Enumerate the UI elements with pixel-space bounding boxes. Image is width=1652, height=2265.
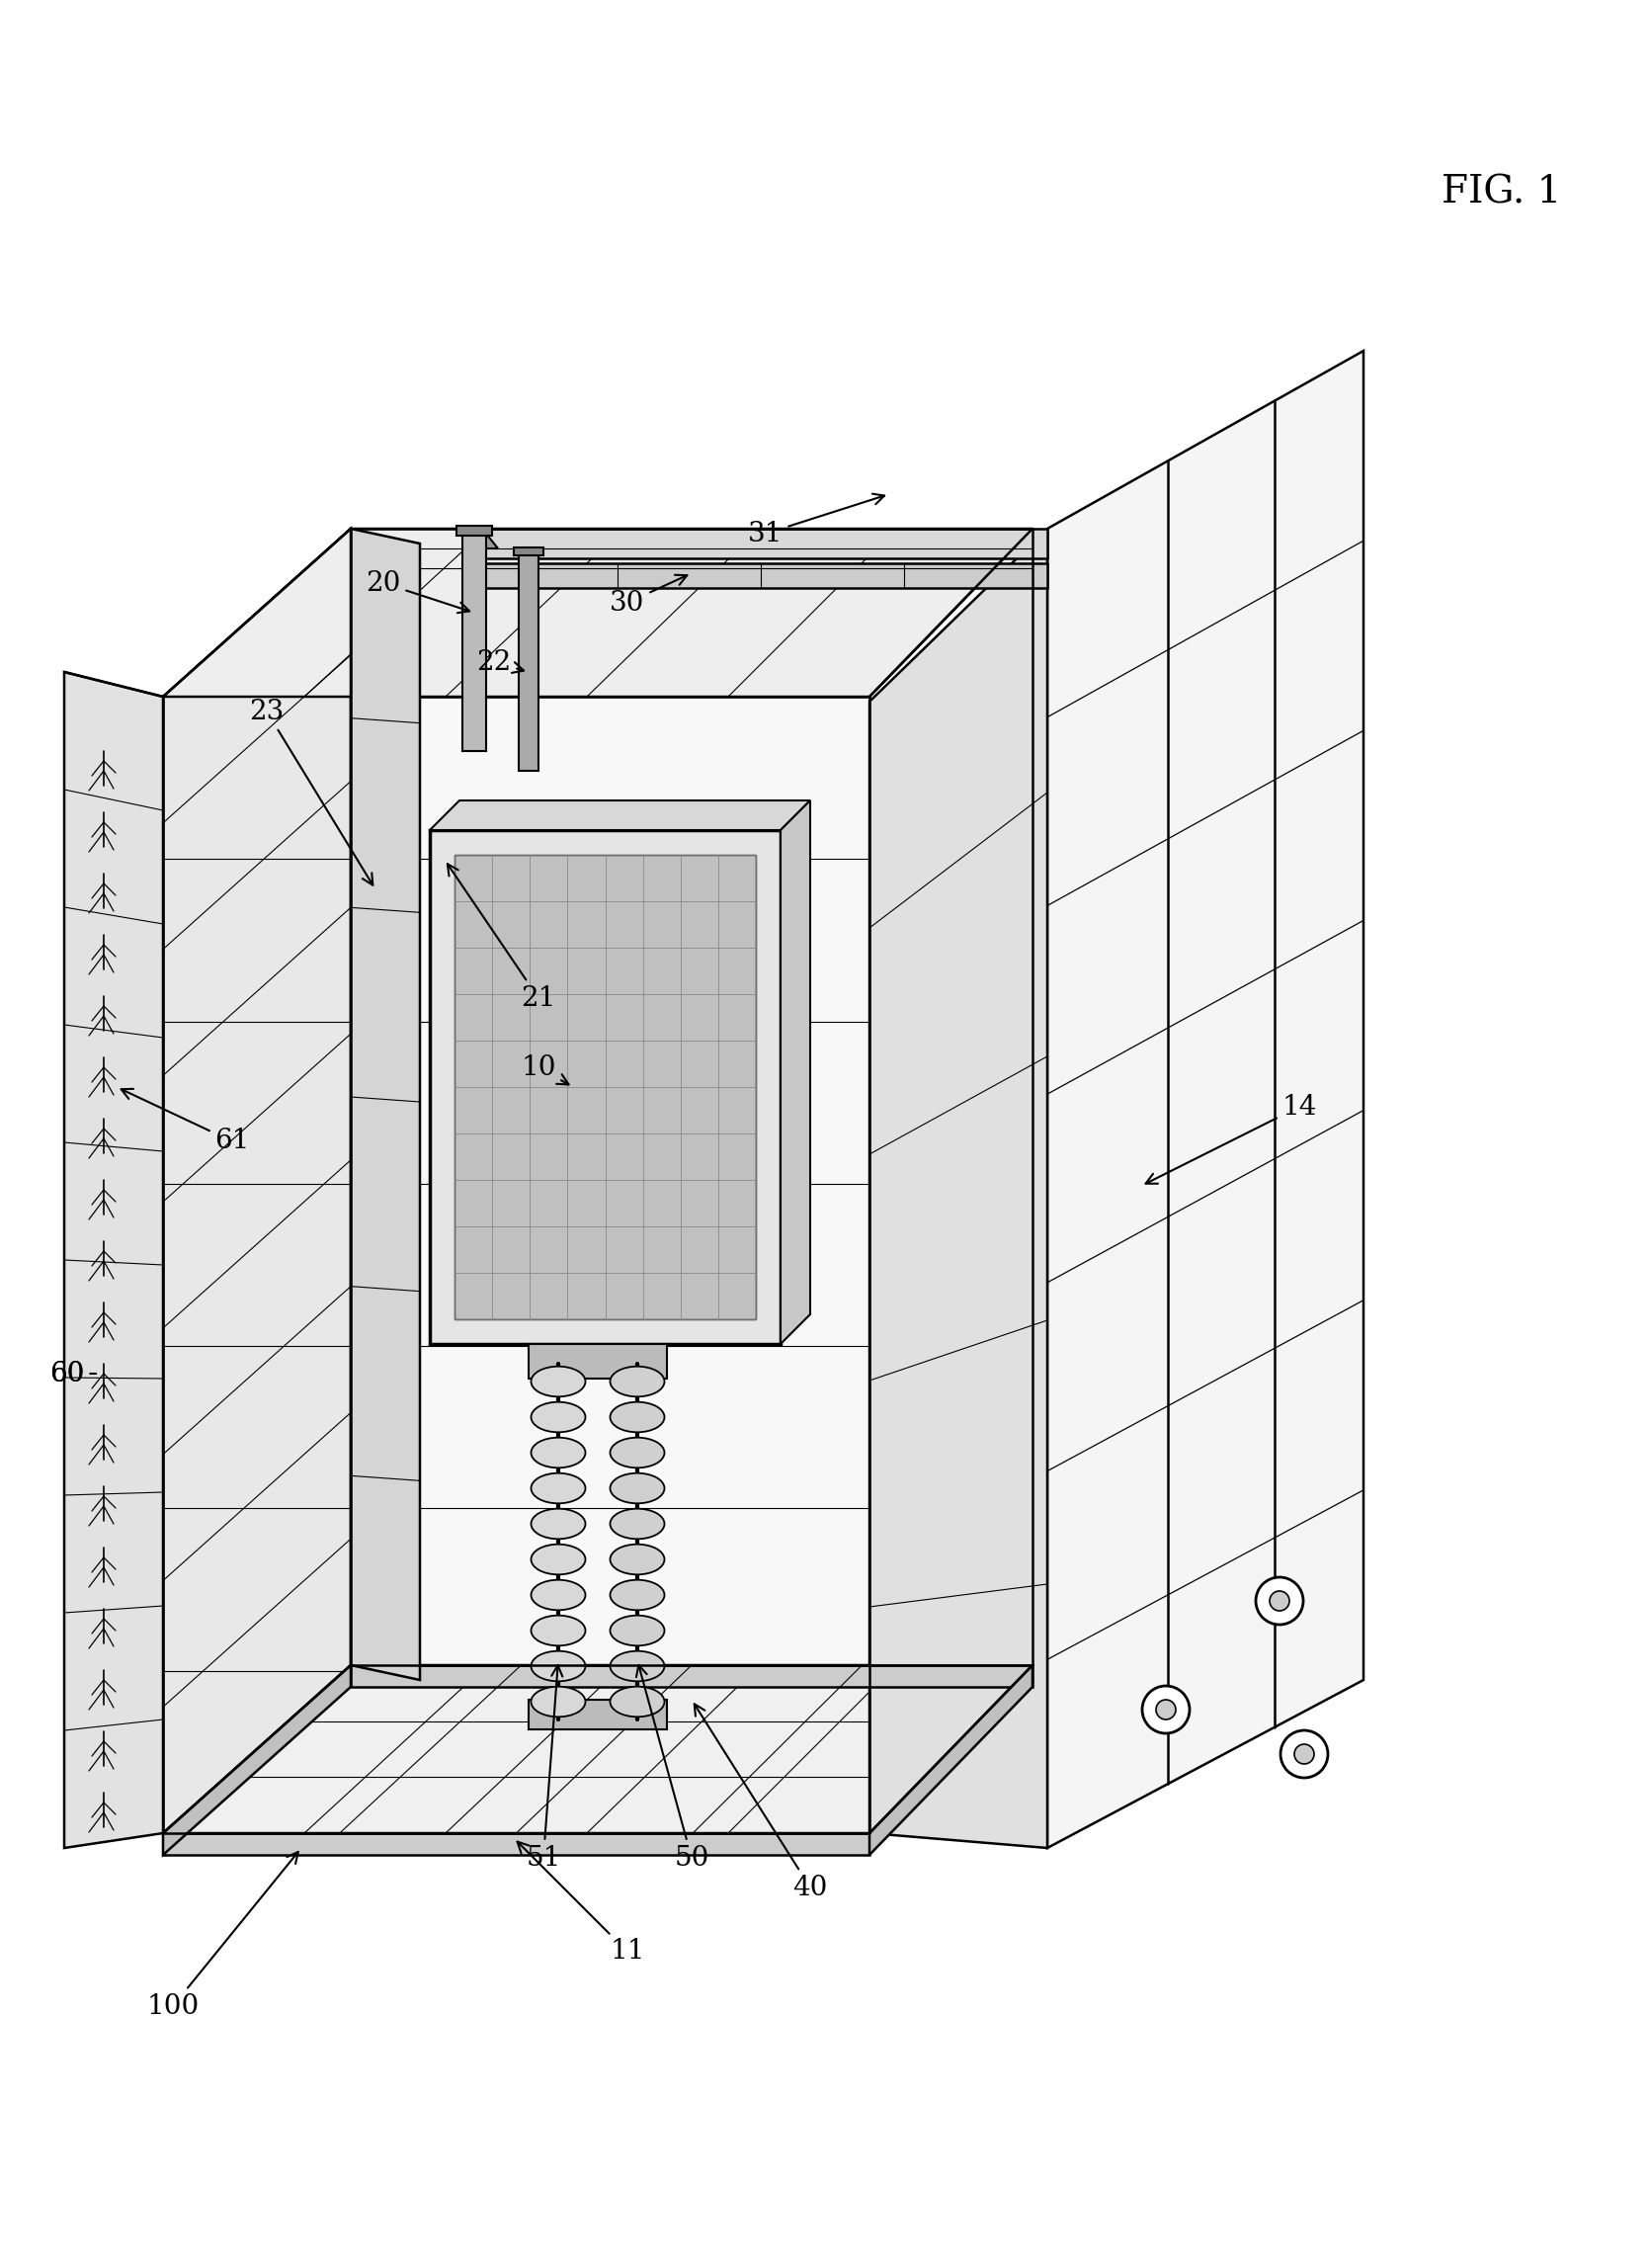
Polygon shape: [164, 1665, 1032, 1832]
Polygon shape: [350, 1665, 1032, 1687]
Ellipse shape: [610, 1438, 664, 1468]
Text: 61: 61: [121, 1089, 249, 1155]
Ellipse shape: [530, 1687, 585, 1717]
Text: 50: 50: [636, 1665, 709, 1871]
Polygon shape: [780, 800, 809, 1343]
Text: 100: 100: [147, 1853, 297, 2020]
Polygon shape: [463, 535, 486, 752]
Ellipse shape: [610, 1366, 664, 1398]
Ellipse shape: [610, 1545, 664, 1574]
Text: 10: 10: [520, 1053, 568, 1085]
Polygon shape: [456, 525, 492, 535]
Text: 20: 20: [365, 571, 469, 614]
Polygon shape: [164, 1832, 869, 1855]
Ellipse shape: [530, 1581, 585, 1610]
Polygon shape: [529, 1343, 667, 1379]
Ellipse shape: [530, 1366, 585, 1398]
Polygon shape: [164, 1665, 350, 1855]
Polygon shape: [869, 528, 1047, 1848]
Text: 60: 60: [50, 1361, 96, 1386]
Ellipse shape: [610, 1402, 664, 1431]
Ellipse shape: [530, 1438, 585, 1468]
Ellipse shape: [610, 1651, 664, 1681]
Ellipse shape: [530, 1615, 585, 1647]
Ellipse shape: [530, 1508, 585, 1538]
Polygon shape: [430, 829, 780, 1343]
Circle shape: [1142, 1685, 1189, 1733]
Polygon shape: [164, 528, 350, 1832]
Ellipse shape: [530, 1402, 585, 1431]
Ellipse shape: [610, 1581, 664, 1610]
Polygon shape: [514, 548, 544, 555]
Circle shape: [1256, 1576, 1303, 1624]
Circle shape: [1294, 1744, 1313, 1764]
Polygon shape: [474, 564, 1047, 589]
Ellipse shape: [530, 1472, 585, 1504]
Polygon shape: [430, 800, 809, 829]
Ellipse shape: [610, 1615, 664, 1647]
Polygon shape: [454, 854, 757, 1318]
Circle shape: [1280, 1730, 1328, 1778]
Text: 23: 23: [249, 698, 373, 886]
Ellipse shape: [610, 1472, 664, 1504]
Text: 21: 21: [448, 863, 557, 1012]
Polygon shape: [350, 528, 420, 1681]
Polygon shape: [463, 535, 497, 548]
Text: 14: 14: [1146, 1094, 1317, 1185]
Text: FIG. 1: FIG. 1: [1442, 174, 1561, 211]
Text: 11: 11: [517, 1841, 644, 1966]
Text: 40: 40: [694, 1703, 828, 1900]
Text: 31: 31: [748, 494, 884, 546]
Text: 51: 51: [525, 1665, 563, 1871]
Polygon shape: [164, 528, 1032, 698]
Ellipse shape: [610, 1687, 664, 1717]
Polygon shape: [474, 528, 1047, 559]
Polygon shape: [869, 1665, 1032, 1855]
Circle shape: [1156, 1699, 1176, 1719]
Polygon shape: [64, 673, 164, 1848]
Ellipse shape: [610, 1508, 664, 1538]
Ellipse shape: [530, 1651, 585, 1681]
Text: 60: 60: [50, 1361, 84, 1386]
Text: 30: 30: [610, 575, 687, 616]
Polygon shape: [529, 1699, 667, 1730]
Circle shape: [1270, 1590, 1290, 1610]
Polygon shape: [1047, 351, 1363, 1848]
Polygon shape: [519, 553, 539, 770]
Text: 22: 22: [477, 648, 524, 675]
Polygon shape: [164, 698, 869, 1832]
Ellipse shape: [530, 1545, 585, 1574]
